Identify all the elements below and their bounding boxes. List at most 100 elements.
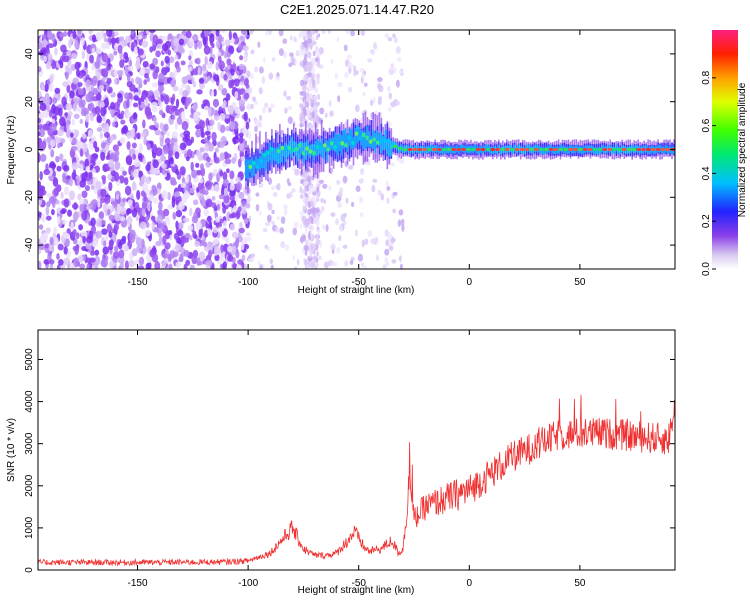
faint-speck (309, 44, 313, 51)
faint-speck (293, 266, 298, 269)
noise-speck (56, 165, 62, 172)
faint-speck (320, 197, 324, 203)
noise-speck (57, 142, 61, 149)
faint-speck (323, 261, 329, 269)
noise-speck (54, 87, 61, 94)
ridge-band (527, 144, 530, 152)
noise-speck (137, 152, 143, 162)
noise-speck (126, 99, 130, 109)
ridge-core (475, 148, 481, 151)
faint-speck (267, 107, 272, 113)
noise-speck (107, 57, 111, 67)
noise-speck (108, 239, 114, 247)
faint-speck (313, 87, 319, 94)
noise-speck (95, 180, 102, 191)
ridge-band (354, 127, 357, 147)
noise-speck (146, 110, 153, 120)
noise-speck (41, 85, 45, 91)
ridge-core (390, 144, 394, 150)
noise-speck (163, 123, 169, 132)
noise-speck (50, 195, 57, 204)
spectrogram-panel: -150 -100 -50 0 50 -40 -20 0 20 40 Height of str… (6, 29, 676, 296)
ridge-band (547, 145, 550, 153)
noise-speck (133, 259, 141, 267)
noise-speck (131, 142, 137, 149)
faint-speck (278, 48, 284, 56)
noise-speck (78, 141, 84, 152)
noise-speck (234, 239, 239, 249)
noise-speck (187, 66, 193, 72)
faint-speck (361, 239, 365, 248)
noise-speck (203, 45, 211, 55)
ridge-band (645, 145, 647, 153)
noise-speck (99, 101, 105, 108)
ridge-core (280, 145, 284, 151)
noise-speck (112, 144, 119, 152)
faint-speck (304, 249, 308, 256)
noise-speck (60, 138, 66, 144)
noise-speck (243, 236, 248, 245)
faint-speck (263, 57, 266, 63)
noise-speck (174, 243, 182, 252)
noise-speck (181, 120, 189, 131)
faint-speck (344, 71, 349, 79)
ridge-core (326, 147, 330, 152)
noise-speck (45, 227, 51, 234)
faint-speck (315, 34, 319, 41)
noise-speck (154, 129, 161, 136)
noise-speck (129, 84, 136, 92)
noise-speck (94, 255, 101, 266)
ridge-core (602, 148, 607, 151)
faint-speck (330, 59, 334, 65)
faint-speck (370, 238, 376, 245)
snr-y-ticks: 0 1000 2000 3000 4000 5000 (24, 348, 675, 573)
faint-speck (245, 232, 251, 237)
noise-speck (145, 164, 151, 172)
faint-speck (395, 79, 400, 88)
noise-speck (68, 178, 73, 187)
noise-speck (173, 69, 178, 77)
faint-speck (264, 102, 269, 108)
noise-speck (90, 84, 95, 93)
faint-speck (313, 200, 318, 206)
noise-speck (144, 72, 149, 79)
noise-speck (235, 210, 241, 220)
noise-speck (149, 124, 156, 130)
noise-speck (222, 206, 227, 214)
ridge-core (412, 148, 418, 151)
faint-speck (345, 197, 349, 204)
snr-y-tick-label: 1000 (24, 516, 35, 539)
noise-speck (185, 30, 192, 39)
faint-speck (275, 226, 279, 233)
faint-speck (280, 129, 285, 136)
faint-speck (347, 62, 354, 69)
faint-speck (252, 96, 257, 102)
noise-speck (177, 222, 184, 230)
noise-speck (102, 246, 110, 255)
noise-speck (193, 111, 199, 121)
ridge-band (298, 141, 301, 159)
noise-speck (68, 39, 72, 49)
spectrogram-y-label: Frequency (Hz) (6, 116, 17, 185)
faint-speck (303, 40, 309, 48)
noise-speck (38, 128, 46, 138)
noise-speck (172, 211, 177, 220)
ridge-core (485, 148, 491, 151)
noise-speck (46, 60, 52, 66)
noise-speck (114, 214, 121, 222)
faint-speck (302, 196, 308, 204)
faint-speck (342, 220, 347, 226)
faint-speck (262, 228, 268, 233)
faint-speck (359, 67, 365, 73)
noise-speck (128, 148, 136, 155)
noise-speck (71, 203, 79, 210)
noise-speck (140, 190, 146, 197)
faint-speck (384, 229, 389, 237)
ridge-core (379, 139, 384, 144)
noise-speck (91, 34, 97, 43)
faint-speck (261, 106, 267, 114)
noise-speck (207, 249, 213, 259)
faint-speck (324, 112, 328, 118)
ridge-band (486, 144, 488, 152)
